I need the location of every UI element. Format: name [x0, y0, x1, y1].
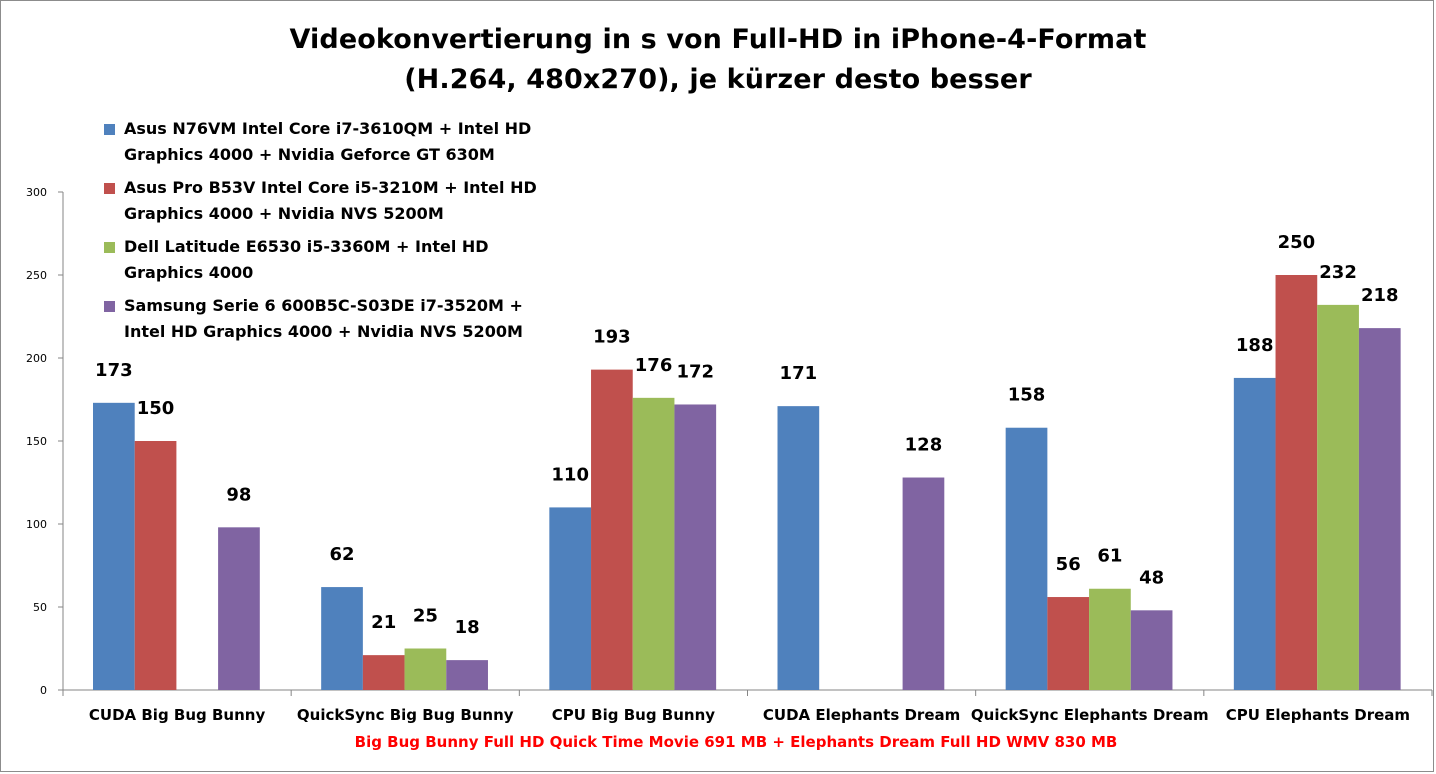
x-tick-label: QuickSync Big Bug Bunny	[297, 706, 514, 724]
bar	[218, 527, 260, 690]
x-tick-label: CPU Elephants Dream	[1226, 706, 1410, 724]
chart-subtitle: (H.264, 480x270), je kürzer desto besser	[404, 64, 1032, 95]
chart-title: Videokonvertierung in s von Full-HD in i…	[289, 24, 1147, 55]
data-label: 158	[1008, 385, 1046, 406]
data-label: 56	[1056, 554, 1081, 575]
data-label: 25	[413, 606, 438, 627]
legend-label: Asus N76VM Intel Core i7-3610QM + Intel …	[124, 119, 532, 164]
data-label: 98	[226, 484, 251, 505]
bar	[1275, 275, 1318, 690]
y-tick-label: 250	[26, 269, 47, 282]
bar	[1358, 328, 1401, 690]
bar	[362, 655, 405, 690]
legend: Asus N76VM Intel Core i7-3610QM + Intel …	[104, 116, 564, 352]
bar	[93, 402, 135, 690]
bar	[1047, 597, 1090, 690]
bar	[549, 507, 592, 690]
data-label: 128	[905, 435, 943, 456]
data-label: 62	[329, 544, 354, 565]
y-tick-label: 100	[26, 518, 47, 531]
data-label: 21	[371, 612, 396, 633]
x-tick-label: CPU Big Bug Bunny	[552, 706, 715, 724]
legend-swatch	[104, 183, 115, 194]
bar	[404, 648, 447, 690]
legend-item: Asus Pro B53V Intel Core i5-3210M + Inte…	[104, 175, 564, 227]
data-label: 150	[137, 398, 175, 419]
bar	[674, 404, 717, 690]
data-label: 176	[635, 355, 673, 376]
x-tick-label: QuickSync Elephants Dream	[971, 706, 1209, 724]
data-label: 61	[1097, 546, 1122, 567]
x-axis-caption: Big Bug Bunny Full HD Quick Time Movie 6…	[354, 733, 1118, 751]
data-label: 172	[676, 361, 714, 382]
legend-label: Dell Latitude E6530 i5-3360M + Intel HD …	[124, 237, 489, 282]
legend-label: Samsung Serie 6 600B5C-S03DE i7-3520M + …	[124, 296, 523, 341]
bar	[134, 441, 177, 690]
y-tick-label: 50	[33, 601, 47, 614]
bar	[632, 397, 675, 690]
legend-item: Dell Latitude E6530 i5-3360M + Intel HD …	[104, 234, 564, 286]
bar	[1089, 588, 1131, 690]
y-tick-label: 0	[40, 684, 47, 697]
legend-item: Samsung Serie 6 600B5C-S03DE i7-3520M + …	[104, 293, 564, 345]
bar	[1233, 377, 1276, 690]
bar	[902, 477, 945, 690]
y-tick-label: 300	[26, 186, 47, 199]
legend-swatch	[104, 301, 115, 312]
data-label: 173	[95, 360, 133, 381]
bar	[1005, 427, 1048, 690]
legend-swatch	[104, 242, 115, 253]
data-label: 193	[593, 327, 631, 348]
data-label: 218	[1361, 285, 1399, 306]
legend-label: Asus Pro B53V Intel Core i5-3210M + Inte…	[124, 178, 537, 223]
bar	[1317, 304, 1359, 690]
data-label: 171	[780, 363, 818, 384]
data-label: 110	[551, 464, 589, 485]
data-label: 18	[455, 617, 480, 638]
x-tick-label: CUDA Elephants Dream	[763, 706, 960, 724]
legend-item: Asus N76VM Intel Core i7-3610QM + Intel …	[104, 116, 564, 168]
data-label: 188	[1236, 335, 1274, 356]
bar	[777, 406, 820, 690]
bar	[1130, 610, 1173, 690]
bar	[446, 660, 488, 690]
legend-swatch	[104, 124, 115, 135]
y-tick-label: 200	[26, 352, 47, 365]
y-tick-label: 150	[26, 435, 47, 448]
bar	[321, 587, 363, 690]
bar	[591, 369, 633, 690]
x-tick-label: CUDA Big Bug Bunny	[89, 706, 266, 724]
data-label: 250	[1278, 232, 1316, 253]
data-label: 232	[1319, 262, 1357, 283]
data-label: 48	[1139, 567, 1164, 588]
